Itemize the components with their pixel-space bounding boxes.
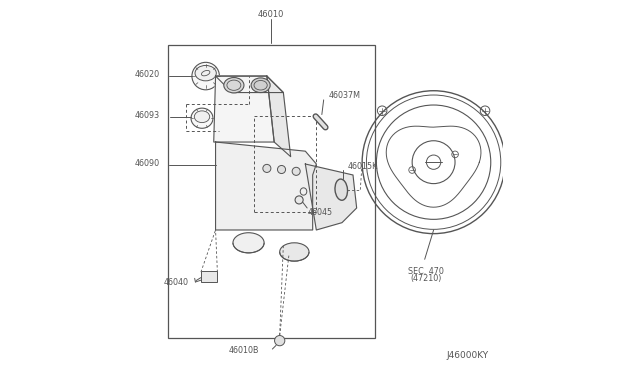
Ellipse shape	[233, 233, 264, 253]
Bar	[168, 45, 375, 338]
Ellipse shape	[335, 179, 348, 200]
Ellipse shape	[278, 166, 285, 174]
Circle shape	[275, 336, 285, 346]
Text: 46015K: 46015K	[348, 162, 378, 171]
Text: 46093: 46093	[135, 111, 160, 120]
Polygon shape	[267, 76, 291, 157]
Ellipse shape	[292, 167, 300, 175]
Ellipse shape	[280, 243, 309, 261]
Polygon shape	[305, 164, 356, 230]
Text: 46010B: 46010B	[229, 346, 260, 355]
Text: (47210): (47210)	[411, 274, 442, 283]
Polygon shape	[216, 76, 284, 93]
Text: J46000KY: J46000KY	[447, 351, 488, 360]
Text: 46045: 46045	[307, 208, 332, 217]
Ellipse shape	[195, 111, 210, 123]
Polygon shape	[214, 76, 274, 142]
Ellipse shape	[295, 196, 303, 204]
Text: SEC. 470: SEC. 470	[408, 266, 444, 276]
Text: 46020: 46020	[135, 70, 160, 80]
Ellipse shape	[263, 164, 271, 173]
Ellipse shape	[224, 77, 244, 93]
Text: 46090: 46090	[135, 159, 160, 168]
Bar	[201, 271, 218, 282]
Ellipse shape	[251, 78, 270, 93]
Text: 46037M: 46037M	[328, 91, 360, 100]
Text: 46040: 46040	[164, 278, 189, 287]
Ellipse shape	[195, 65, 216, 81]
Text: 46010: 46010	[257, 10, 284, 19]
Ellipse shape	[191, 108, 213, 128]
Ellipse shape	[192, 62, 220, 90]
Polygon shape	[216, 142, 316, 230]
